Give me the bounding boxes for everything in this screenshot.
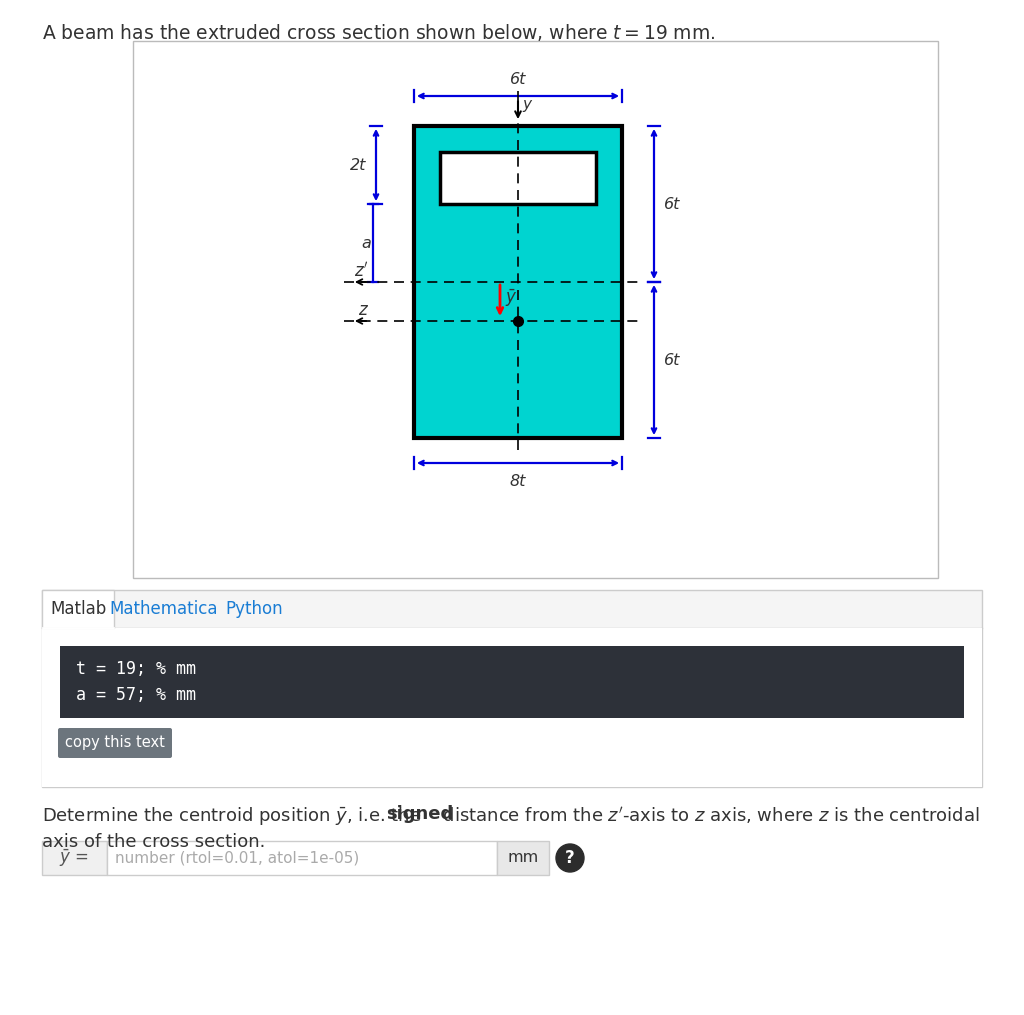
- Text: $\bar{y}$: $\bar{y}$: [505, 288, 517, 310]
- Circle shape: [556, 844, 584, 872]
- Bar: [414, 126, 622, 438]
- Text: mm: mm: [507, 851, 539, 866]
- Text: 6t: 6t: [664, 352, 680, 367]
- Text: Matlab: Matlab: [50, 600, 106, 618]
- FancyBboxPatch shape: [58, 728, 172, 758]
- Text: 6t: 6t: [664, 197, 680, 211]
- Text: 6t: 6t: [510, 72, 526, 87]
- Text: $\bar{y}$ =: $\bar{y}$ =: [59, 848, 89, 869]
- FancyBboxPatch shape: [42, 590, 982, 787]
- FancyBboxPatch shape: [42, 590, 114, 628]
- Text: 2t: 2t: [349, 157, 366, 173]
- Text: $z'$: $z'$: [354, 261, 369, 280]
- Text: copy this text: copy this text: [66, 736, 165, 750]
- Text: axis of the cross section.: axis of the cross section.: [42, 833, 265, 851]
- FancyBboxPatch shape: [60, 646, 964, 718]
- FancyBboxPatch shape: [42, 841, 106, 875]
- Text: a = 57; % mm: a = 57; % mm: [76, 686, 196, 704]
- Text: $z$: $z$: [358, 301, 369, 319]
- Text: Mathematica: Mathematica: [110, 600, 218, 618]
- Text: number (rtol=0.01, atol=1e-05): number (rtol=0.01, atol=1e-05): [115, 851, 359, 866]
- Text: $y$: $y$: [522, 98, 534, 114]
- Text: Python: Python: [225, 600, 283, 618]
- Text: distance from the $z'$-axis to $z$ axis, where $z$ is the centroidal: distance from the $z'$-axis to $z$ axis,…: [437, 805, 980, 826]
- Text: Determine the centroid position $\bar{y}$, i.e. the: Determine the centroid position $\bar{y}…: [42, 805, 422, 827]
- FancyBboxPatch shape: [133, 41, 938, 578]
- Text: signed: signed: [386, 805, 454, 823]
- Text: ?: ?: [565, 849, 574, 867]
- Text: 8t: 8t: [510, 474, 526, 489]
- Text: $a$: $a$: [361, 235, 372, 251]
- FancyBboxPatch shape: [42, 628, 982, 787]
- Text: t = 19; % mm: t = 19; % mm: [76, 660, 196, 678]
- FancyBboxPatch shape: [497, 841, 549, 875]
- FancyBboxPatch shape: [106, 841, 497, 875]
- Bar: [440, 152, 596, 204]
- Text: A beam has the extruded cross section shown below, where $t = 19$ mm.: A beam has the extruded cross section sh…: [42, 22, 716, 43]
